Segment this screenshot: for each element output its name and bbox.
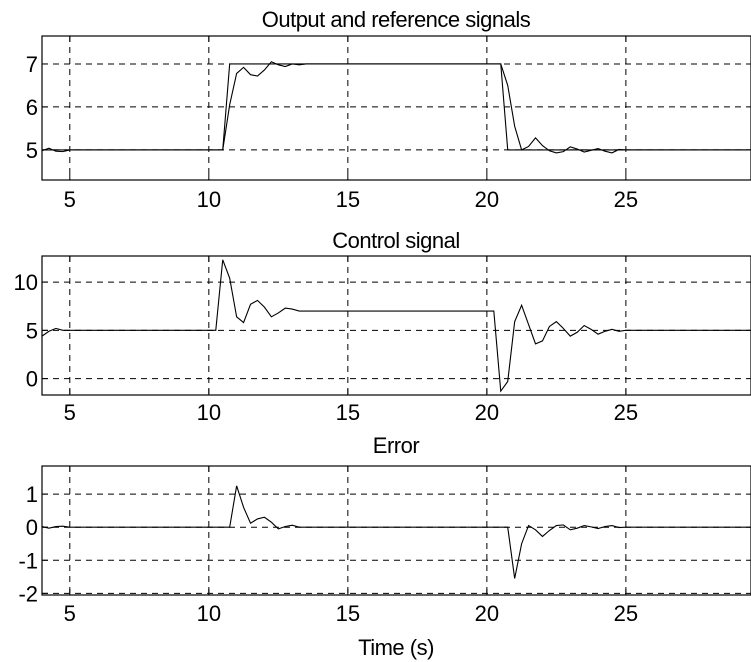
chart-panel-3: 5 10 15 20 25 -2 -1 0 1 Error Time (s) (18, 433, 751, 660)
axes-box (41, 465, 751, 596)
y-tick-label: -1 (18, 548, 38, 573)
y-tick-label: 0 (26, 367, 38, 392)
x-tick-label: 15 (336, 601, 360, 626)
y-tick-label: 10 (14, 270, 38, 295)
x-axis-label: Time (s) (358, 635, 434, 660)
y-tick-label: 1 (26, 482, 38, 507)
axes-box (41, 255, 751, 396)
x-tick-label: 25 (614, 187, 638, 212)
x-tick-label: 15 (336, 187, 360, 212)
x-tick-label: 10 (197, 601, 221, 626)
x-tick-label: 25 (614, 400, 638, 425)
chart-title: Output and reference signals (262, 7, 531, 32)
series-line-2 (41, 61, 751, 154)
x-tick-label: 15 (336, 400, 360, 425)
x-tick-label: 10 (197, 187, 221, 212)
chart-panel-1: 5 10 15 20 25 5 6 7 Output and reference signals (26, 7, 751, 212)
chart-title: Control signal (332, 228, 460, 253)
x-tick-label: 20 (475, 187, 499, 212)
chart-panel-2: 5 10 15 20 25 0 5 10 Control signal (14, 228, 751, 425)
axes-box (41, 35, 751, 181)
series-line-1 (41, 485, 751, 579)
y-tick-label: -2 (18, 581, 38, 606)
x-tick-label: 5 (64, 187, 76, 212)
y-tick-label: 5 (26, 138, 38, 163)
y-tick-label: 5 (26, 318, 38, 343)
x-tick-label: 5 (64, 601, 76, 626)
x-tick-label: 25 (614, 601, 638, 626)
y-tick-label: 6 (26, 95, 38, 120)
x-tick-label: 20 (475, 400, 499, 425)
x-tick-label: 5 (64, 400, 76, 425)
series-line-1 (41, 259, 751, 393)
x-tick-label: 10 (197, 400, 221, 425)
y-tick-label: 0 (26, 515, 38, 540)
chart-title: Error (373, 433, 420, 458)
x-tick-label: 20 (475, 601, 499, 626)
y-tick-label: 7 (26, 52, 38, 77)
